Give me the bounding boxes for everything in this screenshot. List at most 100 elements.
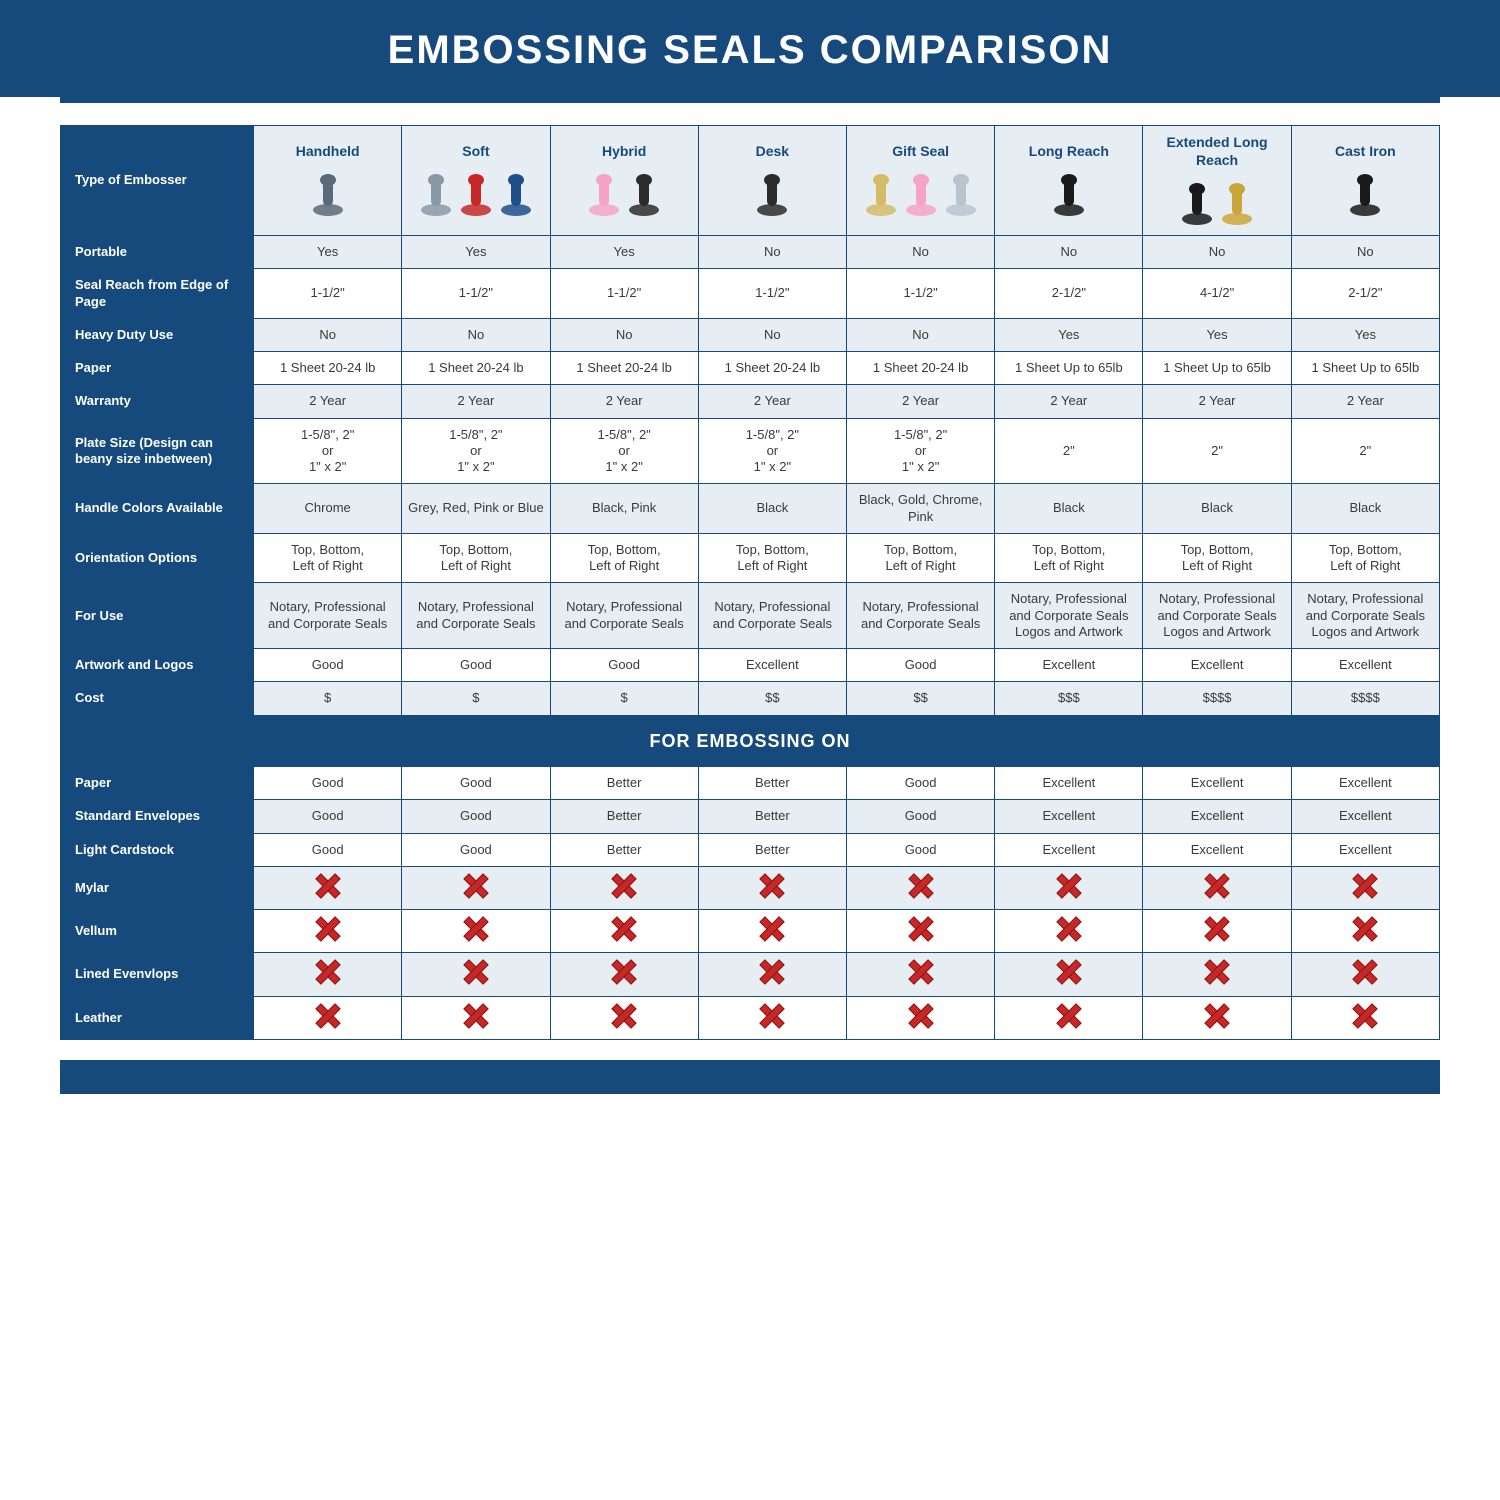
embosser-icon — [1346, 170, 1384, 218]
table-cell: Good — [254, 833, 402, 866]
table-cell: Notary, Professional and Corporate Seals… — [1291, 583, 1439, 649]
embosser-icon — [457, 170, 495, 218]
table-cell — [254, 953, 402, 996]
table-cell: $$ — [698, 682, 846, 715]
row-header: Standard Envelopes — [61, 800, 254, 833]
table-cell: Top, Bottom,Left of Right — [846, 533, 994, 583]
table-cell: Black, Gold, Chrome, Pink — [846, 484, 994, 534]
table-cell: Yes — [995, 318, 1143, 351]
x-icon — [465, 918, 487, 940]
table-cell — [846, 953, 994, 996]
table-cell — [254, 996, 402, 1039]
column-header: Cast Iron — [1291, 126, 1439, 236]
table-cell — [846, 910, 994, 953]
x-icon — [317, 918, 339, 940]
table-cell: Black — [995, 484, 1143, 534]
page-title: EMBOSSING SEALS COMPARISON — [0, 0, 1500, 97]
table-cell: Good — [402, 767, 550, 800]
table-cell: Excellent — [698, 649, 846, 682]
row-header: Type of Embosser — [61, 126, 254, 236]
row-header: Orientation Options — [61, 533, 254, 583]
table-cell — [254, 910, 402, 953]
table-cell: Grey, Red, Pink or Blue — [402, 484, 550, 534]
row-header: Heavy Duty Use — [61, 318, 254, 351]
row-header: Seal Reach from Edge of Page — [61, 269, 254, 319]
embosser-icon — [1178, 179, 1216, 227]
embosser-icon — [862, 170, 900, 218]
table-cell: Black — [1291, 484, 1439, 534]
table-cell: 2-1/2" — [1291, 269, 1439, 319]
embosser-icon — [417, 170, 455, 218]
table-cell: Notary, Professional and Corporate Seals… — [995, 583, 1143, 649]
table-cell: Black, Pink — [550, 484, 698, 534]
row-header: Cost — [61, 682, 254, 715]
table-cell: Better — [550, 767, 698, 800]
table-cell — [698, 910, 846, 953]
row-header: Warranty — [61, 385, 254, 418]
section-header: FOR EMBOSSING ON — [61, 715, 1440, 767]
table-cell: 1-5/8", 2"or1" x 2" — [846, 418, 994, 484]
table-cell — [1143, 953, 1291, 996]
table-cell: 1 Sheet 20-24 lb — [254, 352, 402, 385]
column-header: Hybrid — [550, 126, 698, 236]
x-icon — [1058, 961, 1080, 983]
x-icon — [465, 875, 487, 897]
embosser-icon — [902, 170, 940, 218]
table-cell: No — [698, 318, 846, 351]
table-cell — [698, 953, 846, 996]
x-icon — [761, 875, 783, 897]
table-cell: Good — [402, 649, 550, 682]
row-header: Portable — [61, 236, 254, 269]
row-header: Mylar — [61, 866, 254, 909]
table-cell: Better — [550, 800, 698, 833]
table-cell: Yes — [550, 236, 698, 269]
table-cell — [995, 910, 1143, 953]
table-cell: $$$$ — [1291, 682, 1439, 715]
bottom-band — [60, 1060, 1440, 1094]
table-cell: Good — [254, 800, 402, 833]
table-cell: $ — [254, 682, 402, 715]
x-icon — [465, 961, 487, 983]
x-icon — [1058, 1005, 1080, 1027]
table-cell — [1291, 866, 1439, 909]
x-icon — [317, 961, 339, 983]
embosser-icon — [625, 170, 663, 218]
table-cell: Excellent — [995, 649, 1143, 682]
table-cell: No — [550, 318, 698, 351]
table-cell — [1143, 866, 1291, 909]
table-cell: 1-5/8", 2"or1" x 2" — [698, 418, 846, 484]
table-cell: Better — [698, 800, 846, 833]
x-icon — [613, 918, 635, 940]
column-header: Handheld — [254, 126, 402, 236]
table-cell: Notary, Professional and Corporate Seals — [846, 583, 994, 649]
table-cell: Top, Bottom,Left of Right — [1291, 533, 1439, 583]
table-cell — [1291, 996, 1439, 1039]
table-cell: Yes — [402, 236, 550, 269]
table-cell: Black — [698, 484, 846, 534]
embosser-icon — [942, 170, 980, 218]
table-cell — [1291, 910, 1439, 953]
x-icon — [317, 1005, 339, 1027]
row-header: Leather — [61, 996, 254, 1039]
column-header: Desk — [698, 126, 846, 236]
table-cell: Top, Bottom,Left of Right — [995, 533, 1143, 583]
table-cell — [402, 996, 550, 1039]
x-icon — [613, 875, 635, 897]
table-cell: 1-1/2" — [402, 269, 550, 319]
table-cell: $$$ — [995, 682, 1143, 715]
table-cell: 2 Year — [402, 385, 550, 418]
table-cell: Chrome — [254, 484, 402, 534]
table-cell: Excellent — [1143, 800, 1291, 833]
x-icon — [1354, 875, 1376, 897]
table-cell: 2" — [995, 418, 1143, 484]
x-icon — [761, 918, 783, 940]
table-cell: Excellent — [1291, 800, 1439, 833]
table-cell — [1291, 953, 1439, 996]
row-header: Plate Size (Design can beany size inbetw… — [61, 418, 254, 484]
table-cell: $ — [402, 682, 550, 715]
table-cell: Better — [698, 833, 846, 866]
table-cell — [1143, 910, 1291, 953]
table-cell: Top, Bottom,Left of Right — [698, 533, 846, 583]
table-cell: Good — [846, 767, 994, 800]
column-header: Gift Seal — [846, 126, 994, 236]
